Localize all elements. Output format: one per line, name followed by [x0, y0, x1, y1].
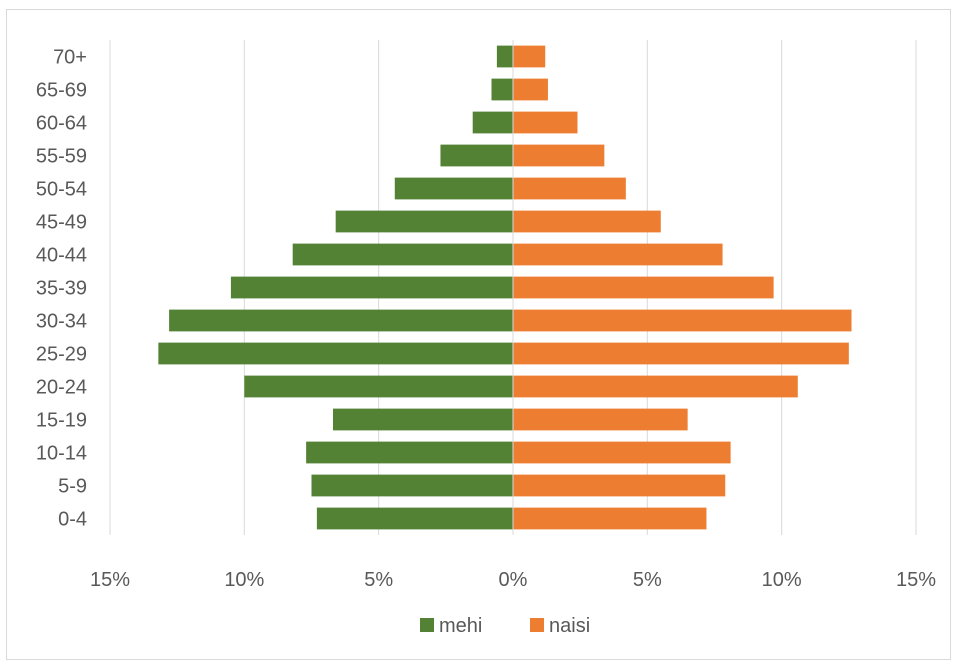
population-pyramid-chart: 0-4 5-9 10-14 15-19 20-24 25-29 30-34 35-39 40-4…	[36, 40, 936, 637]
y-tick-label: 30-34	[36, 311, 87, 333]
legend: mehi naisi	[420, 615, 590, 637]
x-tick-label: 5%	[633, 569, 662, 591]
bars	[158, 45, 852, 530]
bar-naisi-60-64	[513, 111, 578, 134]
y-tick-label: 5-9	[58, 476, 87, 498]
x-tick-label: 15%	[896, 569, 936, 591]
bar-naisi-40-44	[513, 243, 723, 266]
x-tick-label: 15%	[90, 569, 130, 591]
bar-naisi-70+	[513, 45, 546, 68]
bar-mehi-55-59	[440, 144, 513, 167]
bar-mehi-70+	[496, 45, 513, 68]
y-tick-labels: 0-4 5-9 10-14 15-19 20-24 25-29 30-34 35-39 40-4…	[36, 47, 87, 531]
bar-mehi-20-24	[244, 375, 514, 398]
y-tick-label: 65-69	[36, 80, 87, 102]
bar-naisi-15-19	[513, 408, 688, 431]
y-tick-label: 0-4	[58, 509, 87, 531]
bar-mehi-40-44	[292, 243, 513, 266]
chart-frame: 0-4 5-9 10-14 15-19 20-24 25-29 30-34 35-39 40-4…	[6, 9, 951, 660]
bar-mehi-50-54	[394, 177, 513, 200]
y-tick-label: 70+	[53, 47, 87, 69]
bar-mehi-65-69	[491, 78, 513, 101]
bar-mehi-0-4	[316, 507, 513, 530]
bar-naisi-25-29	[513, 342, 849, 365]
y-tick-label: 15-19	[36, 410, 87, 432]
y-tick-label: 20-24	[36, 377, 87, 399]
bar-mehi-10-14	[306, 441, 513, 464]
legend-label-naisi: naisi	[549, 615, 590, 637]
y-tick-label: 60-64	[36, 113, 87, 135]
y-tick-label: 50-54	[36, 179, 87, 201]
y-tick-label: 35-39	[36, 278, 87, 300]
bar-naisi-0-4	[513, 507, 707, 530]
legend-swatch-mehi	[420, 618, 434, 632]
bar-naisi-35-39	[513, 276, 774, 299]
bar-mehi-15-19	[332, 408, 513, 431]
x-tick-label: 10%	[762, 569, 802, 591]
bar-naisi-20-24	[513, 375, 798, 398]
bar-naisi-50-54	[513, 177, 626, 200]
x-tick-label: 5%	[364, 569, 393, 591]
bar-mehi-5-9	[311, 474, 513, 497]
bar-naisi-65-69	[513, 78, 548, 101]
bar-mehi-60-64	[472, 111, 513, 134]
y-tick-label: 55-59	[36, 146, 87, 168]
legend-label-mehi: mehi	[439, 615, 482, 637]
legend-swatch-naisi	[530, 618, 544, 632]
y-tick-label: 25-29	[36, 344, 87, 366]
bar-naisi-30-34	[513, 309, 852, 332]
bar-mehi-35-39	[230, 276, 513, 299]
y-tick-label: 10-14	[36, 443, 87, 465]
x-tick-labels: 15% 10% 5% 0% 5% 10% 15%	[90, 569, 936, 591]
bar-naisi-55-59	[513, 144, 605, 167]
x-tick-label: 0%	[499, 569, 528, 591]
bar-mehi-45-49	[335, 210, 513, 233]
bar-mehi-25-29	[158, 342, 514, 365]
bar-naisi-45-49	[513, 210, 661, 233]
bar-naisi-5-9	[513, 474, 726, 497]
x-tick-label: 10%	[224, 569, 264, 591]
y-tick-label: 45-49	[36, 212, 87, 234]
bar-mehi-30-34	[169, 309, 513, 332]
y-tick-label: 40-44	[36, 245, 87, 267]
bar-naisi-10-14	[513, 441, 731, 464]
